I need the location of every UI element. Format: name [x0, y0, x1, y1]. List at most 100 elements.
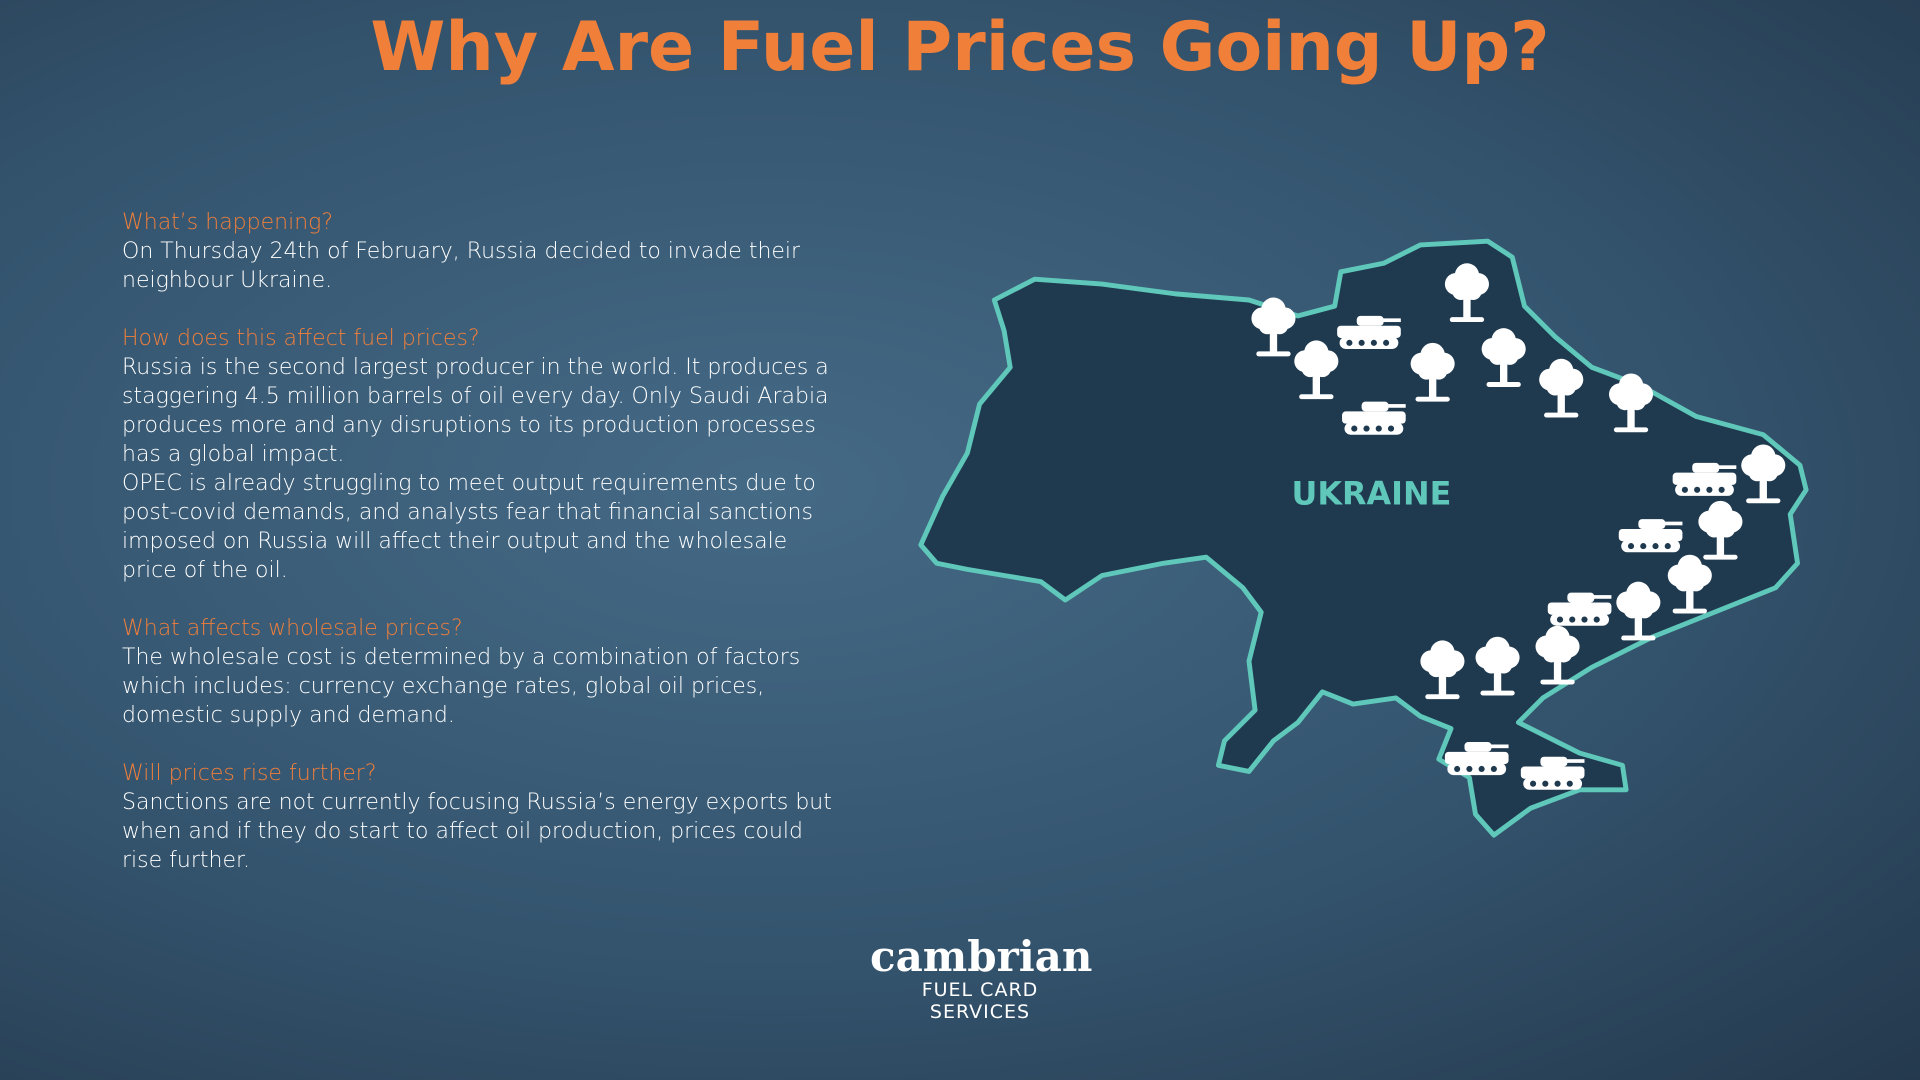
icon-part	[1718, 486, 1725, 493]
icon-part	[1664, 543, 1671, 550]
icon-part	[1618, 528, 1683, 542]
section: Will prices rise further? Sanctions are n…	[122, 759, 842, 875]
icon-part	[1618, 373, 1644, 398]
icon-part	[1464, 742, 1492, 752]
icon-part	[1675, 483, 1734, 496]
icon-part	[1463, 293, 1471, 321]
icon-part	[1444, 751, 1509, 765]
icon-part	[1569, 616, 1576, 623]
icon-part	[1346, 339, 1353, 346]
icon-part	[1746, 498, 1781, 504]
icon-part	[1703, 554, 1738, 560]
icon-part	[1486, 382, 1521, 387]
icon-part	[1621, 540, 1680, 553]
icon-part	[1312, 371, 1320, 398]
icon-part	[1383, 404, 1406, 408]
section-heading: How does this affect fuel prices?	[122, 326, 480, 351]
icon-part	[1627, 404, 1635, 432]
icon-part	[1708, 500, 1733, 526]
section-heading: What’s happening?	[122, 210, 334, 235]
map-icons	[1251, 263, 1786, 790]
icon-part	[1545, 625, 1570, 651]
icon-part	[1493, 667, 1502, 695]
icon-part	[1520, 766, 1585, 779]
icon-part	[1626, 581, 1651, 607]
icon-part	[1556, 616, 1564, 623]
icon-part	[1415, 396, 1450, 402]
icon-part	[1356, 315, 1384, 326]
icon-part	[1339, 336, 1399, 349]
icon-part	[1363, 425, 1370, 432]
icon-part	[1566, 780, 1573, 787]
icon-part	[1540, 756, 1568, 767]
icon-part	[1638, 519, 1666, 529]
icon-part	[1759, 475, 1767, 503]
section-heading: What affects wholesale prices?	[122, 616, 463, 641]
icon-part	[1361, 401, 1389, 412]
section: What’s happening? On Thursday 24th of Feb…	[122, 208, 842, 295]
icon-part	[1299, 394, 1334, 400]
icon-part	[1714, 465, 1737, 469]
section-paragraph: The wholesale cost is determined by a co…	[122, 645, 801, 728]
icon-part	[1438, 671, 1447, 698]
icon-part	[1652, 543, 1659, 550]
icon-part	[1716, 531, 1725, 559]
text-body: What’s happening? On Thursday 24th of Feb…	[122, 208, 842, 904]
icon-part	[1370, 339, 1377, 346]
icon-part	[1480, 690, 1515, 696]
icon-part	[1751, 444, 1776, 469]
icon-part	[1660, 521, 1683, 526]
icon-part	[1387, 425, 1395, 432]
section-paragraph: Russia is the second largest producer in…	[122, 355, 829, 467]
icon-part	[1304, 340, 1329, 365]
icon-part	[1430, 640, 1455, 665]
icon-part	[1692, 462, 1720, 473]
icon-part	[1485, 636, 1510, 662]
icon-part	[1554, 780, 1561, 787]
icon-part	[1523, 777, 1583, 790]
icon-part	[1337, 325, 1401, 338]
section: How does this affect fuel prices? Russia …	[122, 324, 842, 585]
icon-part	[1540, 679, 1575, 685]
icon-part	[1672, 608, 1707, 614]
icon-part	[1256, 351, 1291, 357]
icon-part	[1375, 425, 1382, 432]
icon-part	[1553, 656, 1562, 684]
icon-part	[1351, 425, 1358, 432]
section-paragraph: OPEC is already struggling to meet outpu…	[122, 471, 816, 583]
icon-part	[1547, 602, 1612, 615]
icon-part	[1544, 412, 1579, 418]
logo-name: cambrian	[870, 932, 1093, 981]
icon-part	[1454, 765, 1461, 773]
icon-part	[1486, 744, 1509, 749]
icon-part	[1567, 592, 1595, 603]
icon-part	[1634, 612, 1643, 640]
icon-part	[1550, 613, 1609, 626]
icon-part	[1342, 411, 1406, 424]
section: What affects wholesale prices? The wholes…	[122, 614, 842, 730]
logo: cambrian FUEL CARD SERVICES	[830, 932, 1093, 1024]
icon-part	[1454, 263, 1480, 288]
map-label: UKRAINE	[1291, 474, 1451, 512]
icon-part	[1694, 486, 1701, 493]
icon-part	[1490, 765, 1497, 773]
icon-part	[1500, 358, 1508, 386]
icon-part	[1478, 765, 1485, 773]
icon-part	[1542, 780, 1549, 787]
icon-part	[1269, 328, 1278, 356]
icon-part	[1425, 694, 1460, 700]
icon-part	[1261, 297, 1286, 323]
icon-part	[1447, 762, 1507, 776]
section-heading: Will prices rise further?	[122, 761, 377, 786]
icon-part	[1706, 486, 1713, 493]
icon-part	[1672, 472, 1737, 485]
icon-part	[1627, 543, 1635, 550]
title: Why Are Fuel Prices Going Up?	[370, 8, 1550, 87]
icon-part	[1530, 780, 1537, 787]
icon-part	[1581, 616, 1588, 623]
icon-part	[1562, 759, 1585, 763]
logo-tagline: FUEL CARD SERVICES	[921, 979, 1039, 1023]
icon-part	[1686, 585, 1694, 613]
icon-part	[1383, 339, 1390, 346]
